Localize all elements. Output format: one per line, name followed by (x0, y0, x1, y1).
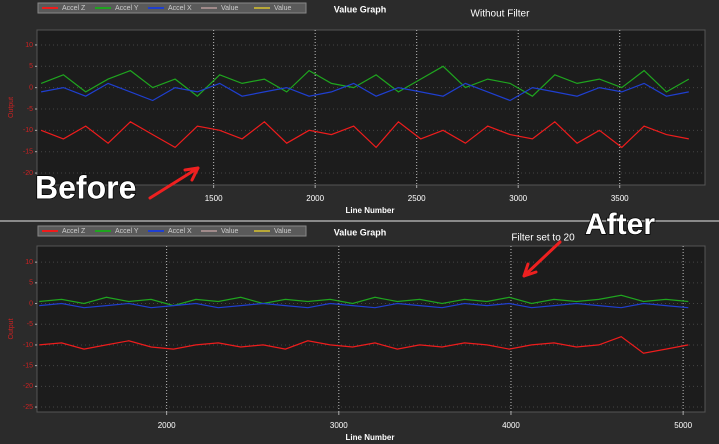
data-line (39, 294, 689, 307)
data-line (40, 65, 690, 97)
x-axis-label: Line Number (346, 433, 395, 442)
callout: Before (35, 169, 136, 205)
legend-label: Accel Y (115, 5, 139, 12)
x-tick-label: 1500 (205, 194, 223, 203)
data-line (40, 82, 689, 102)
legend-label: Accel X (168, 5, 192, 12)
x-tick-label: 2500 (408, 194, 426, 203)
y-axis-label: Output (8, 318, 15, 339)
x-axis-label: Line Number (346, 206, 395, 215)
legend-label: Value (221, 5, 238, 12)
y-tick-label: 10 (25, 42, 33, 49)
annotation: Without Filter (471, 9, 531, 20)
data-line (39, 336, 689, 354)
data-line (40, 120, 689, 149)
chart-title: Value Graph (334, 227, 387, 237)
y-axis-label: Output (8, 97, 15, 118)
y-tick-label: -5 (27, 106, 33, 113)
x-tick-label: 2000 (158, 421, 176, 430)
y-tick-label: -15 (23, 362, 33, 369)
x-tick-label: 3000 (330, 421, 348, 430)
legend-box (37, 225, 307, 237)
y-tick-label: 5 (29, 63, 33, 70)
y-tick-label: -10 (23, 127, 33, 134)
x-tick-label: 5000 (674, 421, 692, 430)
arrow (522, 240, 562, 278)
y-tick-label: -20 (23, 383, 33, 390)
legend-label: Accel Z (62, 228, 86, 235)
x-tick-label: 4000 (502, 421, 520, 430)
legend-label: Value (274, 228, 291, 235)
callout: After (585, 208, 655, 241)
y-tick-label: -25 (23, 404, 33, 411)
x-tick-label: 2000 (306, 194, 324, 203)
legend-label: Accel Y (115, 228, 139, 235)
x-tick-label: 3000 (509, 194, 527, 203)
legend-box (37, 2, 307, 14)
arrow (148, 166, 200, 200)
y-tick-label: -20 (23, 170, 33, 177)
legend-label: Value (274, 5, 291, 12)
y-tick-label: -15 (23, 149, 33, 156)
x-tick-label: 3500 (611, 194, 629, 203)
plot-area (36, 29, 706, 186)
plot-area (36, 245, 706, 413)
y-tick-label: 0 (29, 300, 33, 307)
annotation: Filter set to 20 (511, 233, 575, 244)
legend-label: Value (221, 228, 238, 235)
y-tick-label: 5 (29, 280, 33, 287)
legend-label: Accel X (168, 228, 192, 235)
y-tick-label: 10 (25, 259, 33, 266)
data-line (39, 302, 689, 309)
chart-title: Value Graph (334, 4, 387, 14)
y-tick-label: -10 (23, 342, 33, 349)
y-tick-label: 0 (29, 84, 33, 91)
legend-label: Accel Z (62, 5, 86, 12)
y-tick-label: -5 (27, 321, 33, 328)
